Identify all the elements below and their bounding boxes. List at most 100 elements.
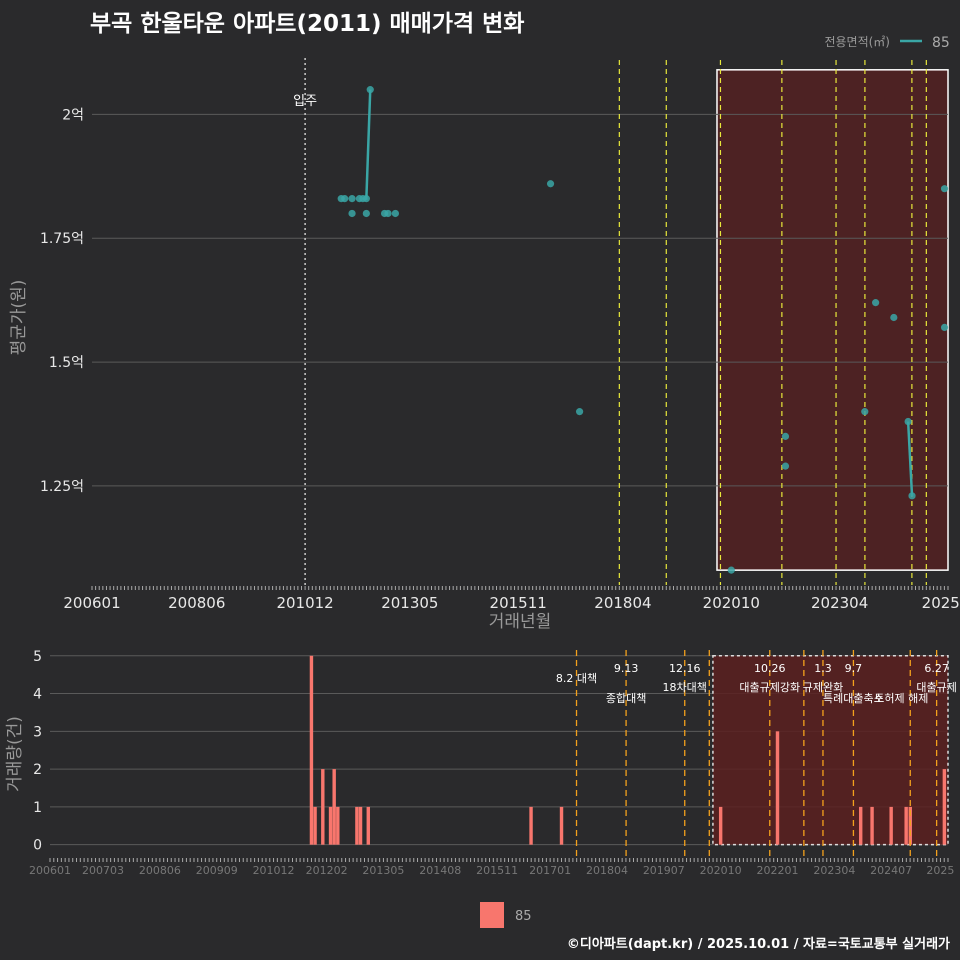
legend-key [480, 902, 504, 928]
volume-bar [870, 806, 874, 845]
policy-label: 규제완화 [803, 681, 843, 694]
y-axis-title: 평균가(원) [9, 280, 29, 356]
x-tick-label: 201511 [476, 864, 518, 877]
volume-bar [858, 806, 863, 845]
policy-label: 토허제 해제 [874, 691, 928, 705]
volume-bar [889, 806, 893, 845]
y-tick-label: 1.25억 [40, 479, 84, 495]
data-point [781, 432, 790, 440]
price-chart: 1.25억 1.5억 1.75억 2억 입주 200601 200806 201012 2013… [9, 35, 960, 632]
x-tick-label: 201804 [594, 594, 651, 612]
policy-date-label: 9.13 [614, 662, 639, 675]
x-tick-label: 201202 [306, 864, 348, 877]
data-point [940, 185, 949, 193]
x-tick-label: 202010 [700, 864, 742, 877]
policy-date-label: 10.26 [754, 662, 786, 675]
x-tick-label: 201408 [419, 864, 461, 877]
volume-bar [358, 806, 363, 845]
x-tick-label: 202304 [813, 864, 855, 877]
data-point [348, 209, 356, 218]
policy-date-label: 9.7 [845, 662, 863, 675]
y-tick-label: 5 [33, 649, 42, 665]
data-point [362, 209, 370, 218]
highlight-box [716, 69, 949, 571]
policy-label: 8.2 대책 [556, 672, 597, 685]
data-point [366, 86, 374, 94]
y-tick-label: 4 [33, 687, 42, 703]
data-point [727, 566, 735, 574]
x-tick-label: 2025 [926, 864, 954, 877]
x-tick-label: 201907 [643, 864, 685, 877]
x-tick-label: 202201 [756, 864, 798, 877]
policy-date-label: 12.16 [669, 662, 701, 675]
x-tick-label: 201305 [381, 594, 438, 612]
y-tick-label: 2 [33, 762, 42, 778]
data-point [546, 180, 555, 188]
y-tick-label: 1 [33, 800, 42, 816]
volume-bar [336, 806, 340, 845]
x-tick-label: 202407 [870, 864, 912, 877]
data-point [890, 313, 898, 322]
volume-bar [559, 806, 564, 845]
chart-title: 부곡 한울타운 아파트(2011) 매매가격 변화 [90, 11, 525, 37]
legend-label: 85 [932, 35, 950, 51]
volume-bar [529, 806, 533, 845]
policy-label: 특례대출축소 [823, 692, 884, 705]
movein-label: 입주 [293, 94, 317, 109]
x-tick-label: 201012 [276, 594, 333, 612]
data-point [384, 209, 392, 218]
data-point [908, 492, 916, 500]
volume-bar [309, 655, 314, 845]
policy-label: 18차대책 [663, 681, 707, 694]
series-line [362, 89, 372, 200]
volume-bar [313, 806, 317, 845]
volume-bar [942, 769, 947, 845]
x-tick-label: 201701 [529, 864, 571, 877]
data-point [940, 323, 949, 332]
y-tick-label: 0 [33, 838, 42, 854]
data-point [781, 462, 790, 470]
x-tick-label: 200601 [63, 594, 120, 612]
series-line [906, 421, 914, 496]
policy-label: 대출규제 [916, 681, 956, 694]
x-tick-label: 201305 [362, 864, 404, 877]
y-tick-label: 2억 [62, 107, 84, 123]
x-tick-label: 201012 [253, 864, 295, 877]
volume-bar [366, 806, 370, 845]
policy-label: 대출규제강화 [739, 681, 800, 694]
x-tick-label: 202304 [811, 594, 868, 612]
volume-bar [775, 731, 780, 845]
volume-bar [355, 806, 359, 845]
x-tick-label: 200703 [82, 864, 124, 877]
policy-date-label: 1.3 [814, 662, 832, 675]
volume-bar [718, 806, 723, 845]
data-point [362, 195, 370, 203]
policy-date-label: 6.27 [924, 662, 949, 675]
data-point [391, 209, 399, 218]
volume-bar [328, 806, 333, 845]
x-tick-label: 200909 [196, 864, 238, 877]
x-tick-label: 2025 [922, 594, 960, 612]
legend-title: 전용면적(㎡) [824, 35, 890, 49]
volume-bar [904, 806, 908, 845]
x-tick-label: 200806 [168, 594, 225, 612]
data-point [341, 195, 349, 203]
data-point [872, 299, 880, 307]
x-tick-label: 200601 [29, 864, 71, 877]
y-tick-label: 1.5억 [49, 355, 84, 371]
x-tick-label: 200806 [139, 864, 181, 877]
x-tick-label: 201804 [586, 864, 628, 877]
volume-bar [332, 769, 336, 845]
x-tick-label: 202010 [703, 594, 760, 612]
data-point [575, 408, 584, 416]
x-axis-title: 거래년월 [489, 612, 552, 632]
source-footer: ©디아파트(dapt.kr) / 2025.10.01 / 자료=국토교통부 실… [566, 937, 950, 952]
y-axis-title: 거래량(건) [5, 716, 25, 792]
x-tick-label: 201511 [490, 594, 547, 612]
policy-label: 종합대책 [606, 692, 646, 705]
legend-label: 85 [515, 909, 532, 924]
y-tick-label: 3 [33, 724, 42, 740]
volume-chart: 0 1 2 3 4 5 8.2 대책 9.13 종합대책 12.16 18차대책 10.26 대출규제강… [5, 649, 957, 928]
data-point [904, 417, 912, 426]
